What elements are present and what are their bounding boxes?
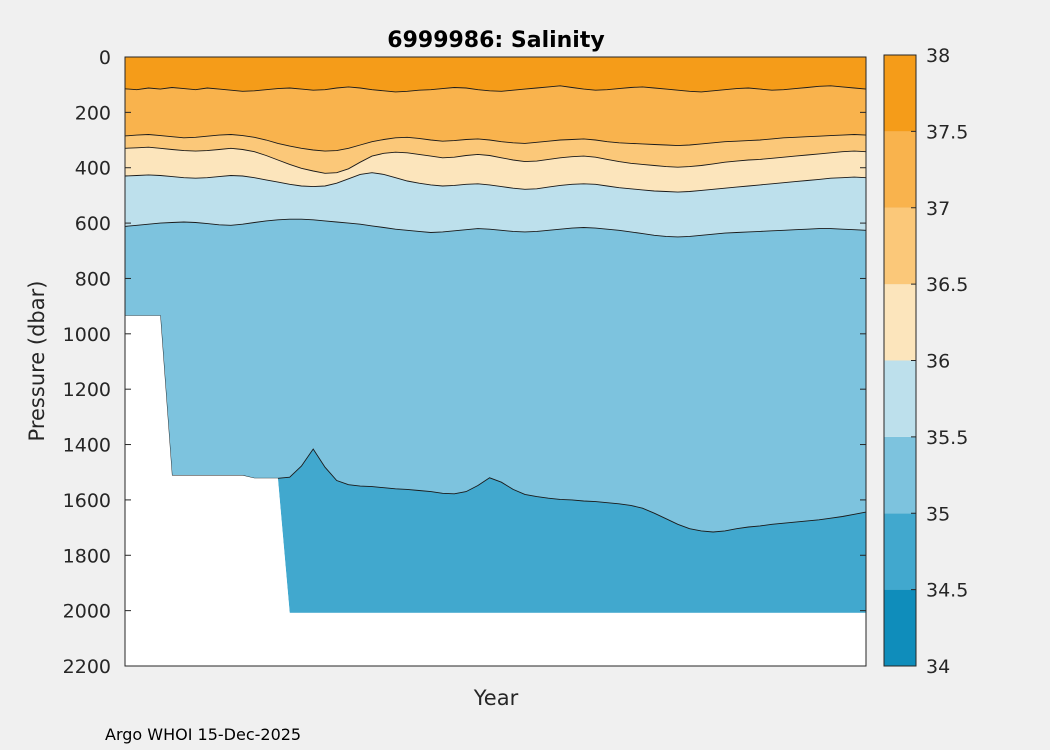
y-axis-ticks: 0 200 400 600 800 1000 1200 1400 1600 1800 2000 220… [63,47,866,678]
y-tick-label-1400: 1400 [63,435,111,457]
contour-band-2 [125,134,866,174]
footer-credit: Argo WHOI 15-Dec-2025 [105,725,302,744]
y-tick-label-600: 600 [75,213,111,235]
colorbar-tick-label-37: 37 [926,198,950,220]
colorbar: 34 34.5 35 35.5 36 36.5 37 37.5 38 [883,45,968,678]
colorbar-band-4 [884,284,916,361]
colorbar-tick-label-36.5: 36.5 [926,274,968,296]
y-tick-label-1600: 1600 [63,490,111,512]
y-tick-label-0: 0 [99,47,111,69]
colorbar-band-0 [884,589,916,666]
contour-line-s36.0 [124,172,867,193]
y-axis-label: Pressure (dbar) [25,281,49,442]
contour-band-6 [125,315,866,613]
y-tick-label-400: 400 [75,158,111,180]
x-axis-label: Year [473,686,519,710]
contour-line-s37.0 [124,134,867,152]
colorbar-tick-label-38: 38 [926,45,950,67]
colorbar-tick-label-35.5: 35.5 [926,427,968,449]
colorbar-band-5 [884,207,916,285]
contour-band-1 [125,85,866,152]
y-tick-label-2000: 2000 [63,601,111,623]
colorbar-tick-label-37.5: 37.5 [926,121,968,143]
colorbar-tick-label-34.5: 34.5 [926,580,968,602]
colorbar-tick-label-34: 34 [926,656,950,678]
y-tick-label-800: 800 [75,268,111,290]
contour-line-s37.5 [124,85,867,93]
y-tick-label-2200: 2200 [63,656,111,678]
contour-band-3 [125,147,866,193]
colorbar-tick-label-36: 36 [926,351,950,373]
below-profile-mask [125,315,866,666]
colorbar-band-2 [884,436,916,514]
colorbar-band-6 [884,131,916,208]
colorbar-band-3 [884,360,916,437]
colorbar-band-7 [884,55,916,132]
contour-band-0 [125,57,866,92]
contour-line-s35.5 [124,218,867,238]
contour-bands [125,57,866,613]
y-tick-label-200: 200 [75,102,111,124]
colorbar-tick-label-35: 35 [926,503,950,525]
no-data-region [125,315,866,666]
contour-band-4 [125,172,866,237]
contour-band-5 [125,219,866,532]
colorbar-band-1 [884,513,916,590]
y-tick-label-1200: 1200 [63,379,111,401]
contour-plot-area [124,56,867,667]
y-tick-label-1800: 1800 [63,545,111,567]
plot-frame [124,56,867,667]
y-tick-label-1000: 1000 [63,324,111,346]
chart-title: 6999986: Salinity [387,28,604,53]
contour-line-s36.5 [124,146,867,174]
